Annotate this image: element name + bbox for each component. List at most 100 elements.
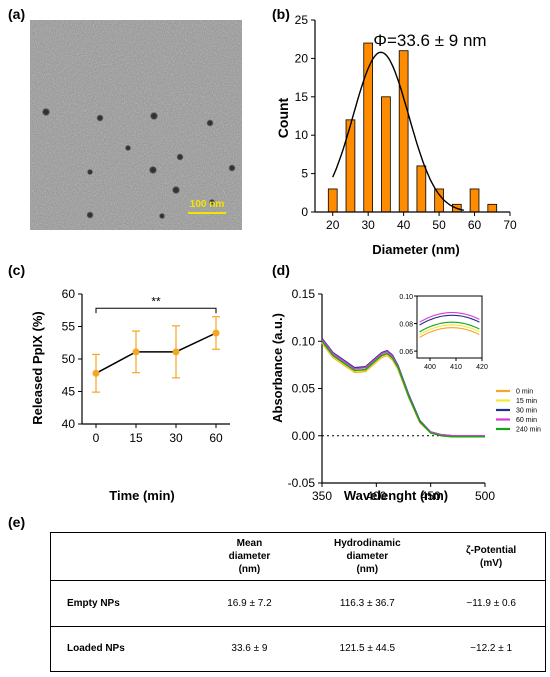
- table-cell: 121.5 ± 44.5: [297, 625, 438, 672]
- histogram-bar: [398, 50, 409, 213]
- release-y-tick-label: 50: [62, 352, 76, 366]
- histogram-annotation: Φ=33.6 ± 9 nm: [373, 31, 486, 50]
- absorbance-y-tick-label: 0.00: [292, 429, 316, 443]
- histogram-ylabel: Count: [275, 97, 291, 138]
- histogram-x-tick-label: 30: [362, 218, 376, 232]
- panel-label-b: (b): [272, 6, 290, 22]
- release-x-tick-label: 15: [129, 431, 143, 445]
- legend-label: 0 min: [516, 389, 533, 396]
- legend-label: 60 min: [516, 417, 537, 424]
- release-point: [212, 329, 220, 337]
- absorbance-y-tick-label: 0.15: [292, 287, 316, 301]
- release-x-tick-label: 0: [93, 431, 100, 445]
- release-line: [95, 332, 217, 374]
- inset-x-tick-label: 400: [424, 364, 436, 371]
- release-y-tick-label: 40: [62, 417, 76, 431]
- panel-label-c: (c): [8, 262, 26, 278]
- table-header-row: Mean diameter (nm) Hydrodinamic diameter (nm…: [51, 533, 546, 581]
- histogram-y-tick-label: 10: [295, 128, 309, 142]
- properties-table: Mean diameter (nm) Hydrodinamic diameter (nm…: [50, 532, 546, 672]
- table-header-cell: ζ-Potential (mV): [466, 544, 517, 569]
- absorbance-chart: 350 400 450 500 -0.05 0.00 0.05 0.10 0.15 400 410 4…: [270, 287, 541, 503]
- nanoparticle: [206, 119, 214, 127]
- release-y-tick-label: 55: [62, 320, 76, 334]
- significance-label: **: [151, 294, 161, 308]
- release-xlabel: Time (min): [109, 488, 175, 503]
- inset-frame: [416, 295, 483, 359]
- table-header-cell: Mean diameter (nm): [228, 538, 271, 575]
- table-row: Loaded NPs 33.6 ± 9 121.5 ± 44.5 −12.2 ±…: [50, 625, 546, 672]
- histogram-x-tick-label: 60: [468, 218, 482, 232]
- nanoparticle: [86, 211, 94, 219]
- nanoparticle: [159, 213, 165, 219]
- release-y-tick-label: 45: [62, 385, 76, 399]
- legend-label: 30 min: [516, 408, 537, 415]
- scale-bar-label: 100 nm: [190, 199, 225, 210]
- nanoparticle: [42, 108, 50, 116]
- nanoparticle: [149, 166, 157, 174]
- inset-series-line: [419, 324, 480, 336]
- histogram-y-tick-label: 0: [301, 205, 308, 219]
- nanoparticle: [96, 114, 104, 122]
- histogram-bar: [469, 188, 480, 213]
- histogram-bar: [416, 165, 427, 213]
- inset-series-line: [419, 327, 480, 338]
- inset-x-tick-label: 420: [476, 364, 488, 371]
- histogram-xlabel: Diameter (nm): [372, 242, 459, 257]
- panel-label-a: (a): [8, 6, 26, 22]
- inset-series-line: [419, 314, 480, 326]
- release-x-tick-label: 30: [169, 431, 183, 445]
- release-y-tick-label: 60: [62, 287, 76, 301]
- absorbance-x-tick-label: 450: [421, 489, 441, 503]
- table-row-header: Empty NPs: [50, 580, 202, 626]
- inset-y-tick-label: 0.10: [399, 294, 413, 301]
- histogram-y-tick-label: 15: [295, 90, 309, 104]
- absorbance-x-tick-label: 350: [312, 489, 332, 503]
- table-cell: −11.9 ± 0.6: [437, 580, 546, 626]
- legend-label: 15 min: [516, 398, 537, 405]
- inset-x-tick-label: 410: [450, 364, 462, 371]
- table-cell: 16.9 ± 7.2: [201, 580, 298, 626]
- nanoparticle: [87, 169, 93, 175]
- nanoparticle: [150, 112, 158, 120]
- inset-y-tick-label: 0.06: [399, 349, 413, 356]
- legend-label: 240 min: [516, 427, 541, 434]
- table-header-cell: [51, 533, 202, 581]
- nanoparticle: [176, 153, 184, 161]
- absorbance-x-tick-label: 500: [475, 489, 495, 503]
- release-chart: 40 45 50 55 60 0 15 30 60 ** Time (min) Released …: [30, 287, 230, 503]
- nanoparticle: [228, 164, 236, 172]
- absorbance-y-tick-label: -0.05: [288, 476, 316, 490]
- tem-micrograph: 100 nm: [30, 20, 242, 230]
- release-point: [172, 348, 180, 356]
- panel-label-e: (e): [8, 514, 26, 530]
- inset-y-tick-label: 0.08: [399, 322, 413, 329]
- histogram-chart: 20 30 40 50 60 70 0 5 10 15 20 25 Φ=33.6 ± 9 nm Dia…: [275, 13, 517, 257]
- table-row: Empty NPs 16.9 ± 7.2 116.3 ± 36.7 −11.9 …: [50, 580, 546, 626]
- inset-series-line: [419, 321, 480, 333]
- absorbance-x-tick-label: 400: [366, 489, 386, 503]
- histogram-bar: [327, 188, 338, 213]
- histogram-y-tick-label: 20: [295, 51, 309, 65]
- absorbance-ylabel: Absorbance (a.u.): [270, 313, 285, 423]
- absorbance-xlabel: Wavelenght (nm): [344, 488, 448, 503]
- table-cell: 33.6 ± 9: [201, 625, 298, 672]
- histogram-y-tick-label: 25: [295, 13, 309, 27]
- inset-group: [419, 311, 480, 338]
- absorbance-y-tick-label: 0.10: [292, 334, 316, 348]
- panel-label-d: (d): [272, 262, 290, 278]
- table-header-cell: Hydrodinamic diameter (nm): [333, 538, 401, 575]
- histogram-y-tick-label: 5: [301, 167, 308, 181]
- nanoparticle: [172, 186, 180, 194]
- inset-series-line: [419, 311, 480, 323]
- histogram-x-tick-label: 20: [326, 218, 340, 232]
- histogram-bar: [434, 188, 444, 213]
- absorbance-y-tick-label: 0.05: [292, 382, 316, 396]
- release-x-tick-label: 60: [209, 431, 223, 445]
- table-row-header: Loaded NPs: [50, 625, 202, 672]
- histogram-bar: [381, 96, 391, 213]
- release-point: [92, 369, 100, 377]
- histogram-x-tick-label: 40: [397, 218, 411, 232]
- release-point: [132, 348, 140, 356]
- histogram-x-tick-label: 70: [503, 218, 517, 232]
